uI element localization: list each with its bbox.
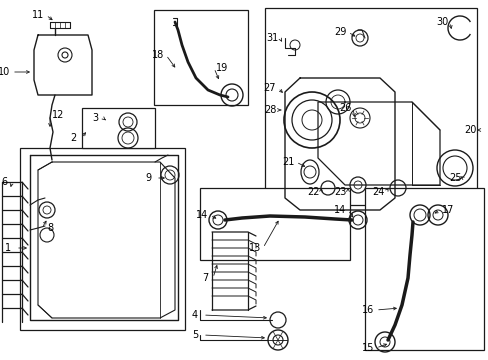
Text: 7: 7 xyxy=(202,273,208,283)
Text: 11: 11 xyxy=(32,10,44,20)
Text: 5: 5 xyxy=(191,330,198,340)
Text: 13: 13 xyxy=(248,243,261,253)
Text: 18: 18 xyxy=(152,50,164,60)
Text: 27: 27 xyxy=(263,83,276,93)
Text: 20: 20 xyxy=(463,125,475,135)
Text: 10: 10 xyxy=(0,67,10,77)
Bar xyxy=(20,148,184,330)
Text: 6: 6 xyxy=(1,177,7,187)
Text: 23: 23 xyxy=(333,187,346,197)
Text: 16: 16 xyxy=(361,305,373,315)
Text: 30: 30 xyxy=(435,17,447,27)
Bar xyxy=(364,188,483,350)
Text: 26: 26 xyxy=(338,103,350,113)
Text: 12: 12 xyxy=(52,110,64,120)
Text: 31: 31 xyxy=(265,33,278,43)
Text: 24: 24 xyxy=(371,187,384,197)
Bar xyxy=(154,10,247,105)
Text: 3: 3 xyxy=(92,113,98,123)
Text: 14: 14 xyxy=(333,205,346,215)
Text: 1: 1 xyxy=(5,243,11,253)
Text: 29: 29 xyxy=(333,27,346,37)
Text: 9: 9 xyxy=(144,173,151,183)
Bar xyxy=(200,188,349,260)
Text: 19: 19 xyxy=(215,63,228,73)
Text: 15: 15 xyxy=(361,343,373,353)
Text: 25: 25 xyxy=(448,173,460,183)
Text: 14: 14 xyxy=(196,210,208,220)
Text: 21: 21 xyxy=(281,157,294,167)
Text: 28: 28 xyxy=(263,105,276,115)
Text: 8: 8 xyxy=(47,223,53,233)
Text: 4: 4 xyxy=(192,310,198,320)
Text: 22: 22 xyxy=(306,187,319,197)
Text: 17: 17 xyxy=(441,205,453,215)
Text: 2: 2 xyxy=(70,133,76,143)
Bar xyxy=(82,108,155,148)
Bar xyxy=(264,8,476,205)
